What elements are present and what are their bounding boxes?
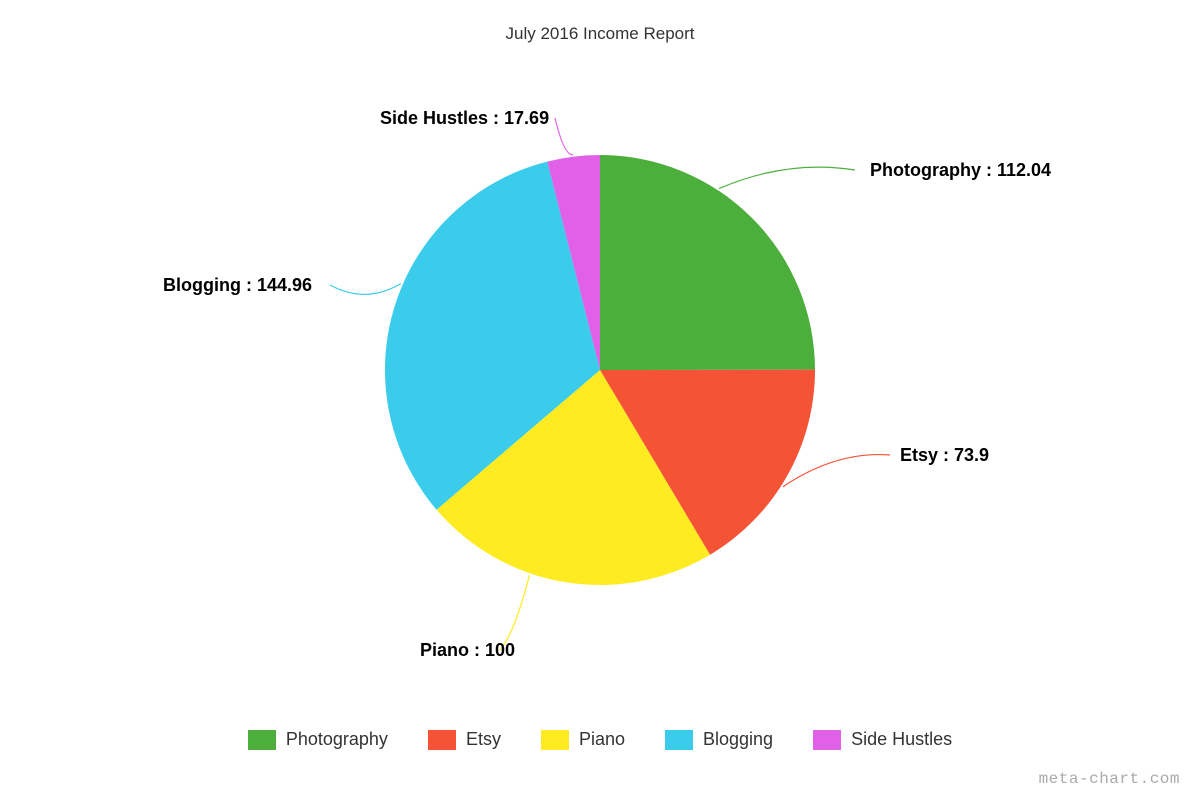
legend-label: Etsy — [466, 729, 501, 750]
leader-line — [783, 455, 890, 487]
slice-label: Blogging : 144.96 — [163, 275, 312, 296]
leader-line — [555, 118, 573, 155]
legend-label: Photography — [286, 729, 388, 750]
legend-swatch — [248, 730, 276, 750]
legend-swatch — [541, 730, 569, 750]
leader-line — [500, 575, 529, 650]
legend-label: Blogging — [703, 729, 773, 750]
slice-label: Etsy : 73.9 — [900, 445, 989, 466]
legend-swatch — [665, 730, 693, 750]
legend-label: Side Hustles — [851, 729, 952, 750]
slice-label: Photography : 112.04 — [870, 160, 1051, 181]
leader-line — [719, 167, 855, 188]
chart-title: July 2016 Income Report — [0, 24, 1200, 44]
legend-item: Blogging — [665, 729, 773, 750]
slice-label: Piano : 100 — [420, 640, 515, 661]
legend-item: Photography — [248, 729, 388, 750]
watermark: meta-chart.com — [1039, 770, 1180, 788]
legend-item: Piano — [541, 729, 625, 750]
leader-line — [330, 284, 401, 295]
legend-swatch — [428, 730, 456, 750]
slice-label: Side Hustles : 17.69 — [380, 108, 549, 129]
pie-slice — [600, 155, 815, 370]
legend-item: Etsy — [428, 729, 501, 750]
legend-swatch — [813, 730, 841, 750]
legend-label: Piano — [579, 729, 625, 750]
legend: Photography Etsy Piano Blogging Side Hustles — [0, 729, 1200, 750]
legend-item: Side Hustles — [813, 729, 952, 750]
